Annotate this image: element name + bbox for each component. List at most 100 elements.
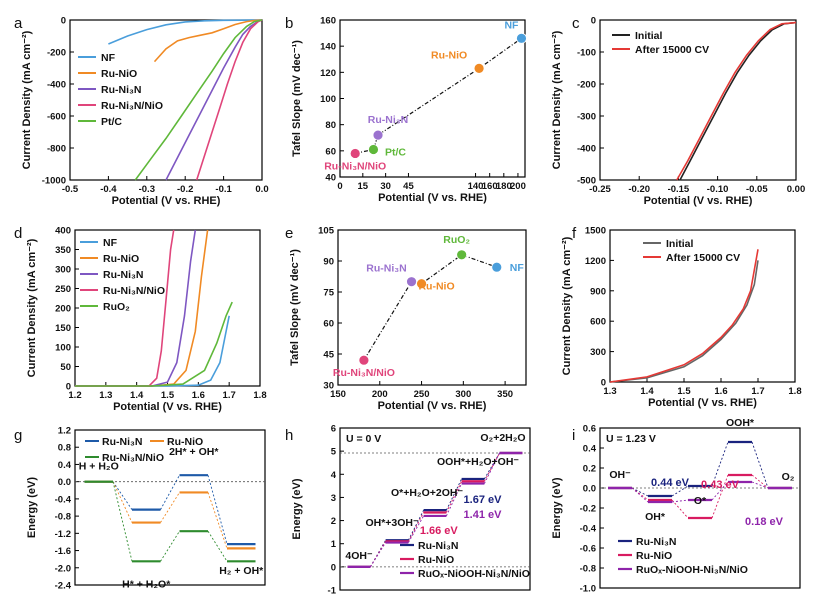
legend-label-g-0: Ru-Ni₃N <box>102 436 142 448</box>
plot-frame-g <box>74 429 266 586</box>
y-axis-label-c: Current Density (mA cm⁻²) <box>551 30 563 169</box>
data-label-e-4: NF <box>510 262 525 274</box>
series-line-f-1 <box>609 249 759 383</box>
data-label-b-3: Ru-NiO <box>431 49 467 61</box>
y-tick-label-d-3: 150 <box>55 323 71 334</box>
legend-label-g-2: Ru-Ni₃N/NiO <box>102 452 164 464</box>
x-tick-label-a-5: 0.0 <box>255 184 268 195</box>
y-tick-label-b-2: 80 <box>325 120 336 131</box>
x-axis-label-c: Potential (V vs. RHE) <box>644 195 753 207</box>
x-tick-label-b-6: 180 <box>496 181 512 192</box>
y-tick-label-e-3: 75 <box>323 288 334 299</box>
x-tick-label-b-4: 140 <box>468 181 484 192</box>
y-tick-label-h-2: 1 <box>331 539 337 550</box>
x-axis-label-f: Potential (V vs. RHE) <box>648 397 757 409</box>
x-axis-label-a: Potential (V vs. RHE) <box>112 195 221 207</box>
y-tick-label-a-3: -400 <box>47 80 66 91</box>
energy-connector-i-2-3 <box>751 481 769 489</box>
y-tick-label-b-1: 60 <box>325 146 336 157</box>
condition-label-i: U = 1.23 V <box>606 433 656 445</box>
x-tick-label-b-5: 160 <box>482 181 498 192</box>
legend-label-i-1: Ru-NiO <box>636 550 672 562</box>
series-line-d-0 <box>75 315 230 387</box>
data-point-e-3 <box>456 249 468 261</box>
series-line-a-3 <box>195 19 263 181</box>
legend-label-a-3: Ru-Ni₃N/NiO <box>101 100 163 112</box>
legend-label-d-1: Ru-NiO <box>103 253 139 265</box>
y-tick-label-d-8: 400 <box>55 226 71 237</box>
y-tick-label-i-5: 0.0 <box>583 484 596 495</box>
x-tick-label-b-3: 45 <box>403 181 414 192</box>
y-tick-label-i-0: -1.0 <box>580 584 596 595</box>
energy-connector-h-2-2 <box>445 483 463 517</box>
y-tick-label-a-1: -800 <box>47 144 66 155</box>
x-tick-label-b-0: 0 <box>337 181 342 192</box>
x-tick-label-f-3: 1.6 <box>714 386 727 397</box>
plot-frame-a <box>69 19 263 181</box>
series-line-f-0 <box>609 260 759 383</box>
energy-annotation-i-2: 0.18 eV <box>745 516 784 528</box>
data-label-e-2: Ru-NiO <box>418 281 454 293</box>
legend-label-a-4: Pt/C <box>101 116 122 128</box>
x-tick-label-c-4: -0.05 <box>746 184 768 195</box>
x-tick-label-a-3: -0.2 <box>177 184 193 195</box>
data-point-e-1 <box>406 276 417 288</box>
y-tick-label-a-0: -1000 <box>42 176 66 187</box>
y-tick-label-i-7: 0.4 <box>583 444 597 455</box>
x-tick-label-b-7: 200 <box>510 181 526 192</box>
x-axis-label-d: Potential (V vs. RHE) <box>113 401 222 413</box>
x-tick-label-c-2: -0.15 <box>668 184 690 195</box>
x-tick-label-f-2: 1.5 <box>677 386 691 397</box>
y-tick-label-d-0: 0 <box>66 382 71 393</box>
x-tick-label-b-1: 15 <box>358 181 369 192</box>
y-axis-label-i: Energy (eV) <box>551 477 563 538</box>
x-tick-label-e-3: 300 <box>455 389 471 400</box>
legend-label-a-0: NF <box>101 52 116 64</box>
energy-connector-h-2-1 <box>408 515 424 543</box>
energy-connector-i-0-3 <box>751 441 769 489</box>
state-label-i-2: O* <box>694 495 707 507</box>
series-line-d-1 <box>75 229 209 387</box>
data-point-e-4 <box>491 261 503 273</box>
y-tick-label-i-3: -0.4 <box>580 524 597 535</box>
x-tick-label-f-1: 1.4 <box>640 386 654 397</box>
y-tick-label-e-5: 105 <box>318 226 335 237</box>
y-tick-label-h-6: 5 <box>331 447 337 458</box>
y-tick-label-g-1: -2.0 <box>55 563 71 574</box>
x-axis-label-b: Potential (V vs. RHE) <box>378 192 487 204</box>
state-label-h-3: OOH*+H₂O+OH⁻ <box>437 456 519 468</box>
data-point-b-0 <box>349 148 361 159</box>
energy-connector-g-0-0 <box>112 481 133 510</box>
state-label-i-0: OH⁻ <box>609 469 631 481</box>
energy-connector-h-2-3 <box>483 452 501 484</box>
y-axis-label-e: Tafel Slope (mV dec⁻¹) <box>289 249 301 366</box>
energy-connector-g-2-2 <box>207 530 228 562</box>
y-tick-label-c-3: -200 <box>577 80 596 91</box>
series-line-a-4 <box>134 19 263 181</box>
y-tick-label-g-2: -1.6 <box>55 546 71 557</box>
data-point-b-4 <box>516 32 527 44</box>
legend-label-h-2: RuOₓ-NiOOH-Ni₃N/NiO <box>418 568 530 580</box>
x-tick-label-a-2: -0.3 <box>139 184 155 195</box>
x-tick-label-e-2: 250 <box>414 389 430 400</box>
y-tick-label-g-5: -0.4 <box>55 494 72 505</box>
state-label-i-4: O₂ <box>782 471 795 483</box>
y-tick-label-d-6: 300 <box>55 265 71 276</box>
x-tick-label-f-0: 1.3 <box>603 386 616 397</box>
y-tick-label-c-5: 0 <box>591 16 596 27</box>
data-label-e-1: Ru-Ni₃N <box>366 263 406 275</box>
y-tick-label-i-8: 0.6 <box>583 424 596 435</box>
legend-label-a-1: Ru-NiO <box>101 68 137 80</box>
state-label-h-0: 4OH⁻ <box>345 550 373 562</box>
data-point-b-2 <box>372 129 384 141</box>
data-label-e-3: RuO₂ <box>443 234 470 246</box>
y-tick-label-f-4: 1200 <box>585 256 606 267</box>
energy-connector-h-2-0 <box>370 542 386 568</box>
x-tick-label-e-0: 150 <box>330 389 346 400</box>
legend-label-g-1: Ru-NiO <box>167 436 203 448</box>
y-tick-label-d-4: 200 <box>55 304 71 315</box>
energy-connector-g-2-0 <box>112 481 133 562</box>
legend-label-i-2: RuOₓ-NiOOH-Ni₃N/NiO <box>636 564 748 576</box>
y-tick-label-b-0: 40 <box>325 173 336 184</box>
energy-connector-i-0-1 <box>671 485 689 497</box>
